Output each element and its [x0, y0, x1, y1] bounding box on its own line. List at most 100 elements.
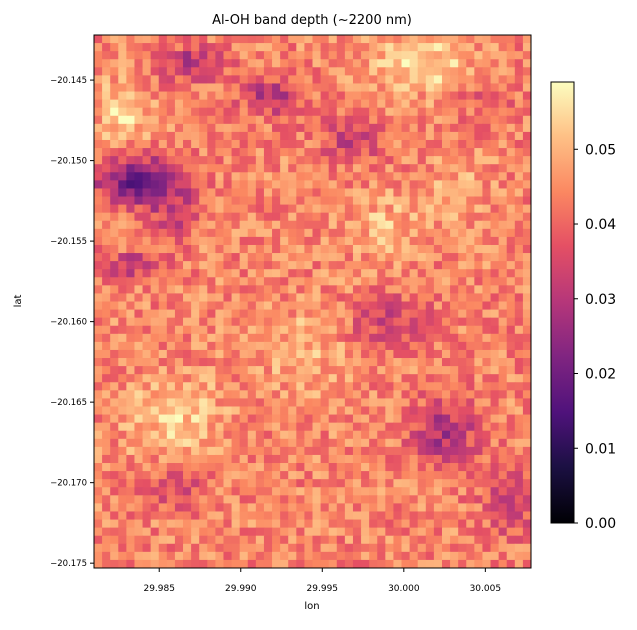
heatmap-cell — [352, 454, 362, 464]
heatmap-cell — [474, 244, 484, 254]
heatmap-cell — [482, 67, 492, 76]
heatmap-cell — [522, 204, 531, 214]
heatmap-cell — [409, 83, 419, 93]
heatmap-cell — [466, 196, 475, 206]
heatmap-cell — [280, 559, 289, 568]
heatmap-cell — [369, 212, 378, 222]
heatmap-cell — [490, 519, 500, 529]
heatmap-cell — [183, 333, 192, 343]
heatmap-cell — [296, 479, 305, 488]
heatmap-cell — [263, 551, 273, 561]
heatmap-cell — [150, 559, 160, 568]
heatmap-cell — [166, 309, 176, 319]
heatmap-cell — [118, 487, 127, 496]
heatmap-cell — [166, 349, 176, 359]
heatmap-cell — [247, 438, 257, 448]
heatmap-cell — [498, 261, 508, 270]
heatmap-cell — [312, 559, 322, 568]
heatmap-cell — [126, 220, 136, 230]
heatmap-cell — [272, 317, 281, 327]
heatmap-cell — [482, 551, 492, 561]
heatmap-cell — [328, 406, 338, 416]
heatmap-cell — [498, 196, 508, 206]
heatmap-cell — [263, 59, 273, 68]
heatmap-cell — [215, 422, 225, 432]
heatmap-cell — [150, 446, 160, 456]
heatmap-cell — [231, 325, 241, 335]
heatmap-cell — [215, 67, 225, 76]
heatmap-cell — [474, 220, 484, 230]
heatmap-cell — [474, 236, 484, 246]
heatmap-cell — [288, 107, 297, 117]
heatmap-cell — [150, 67, 160, 76]
heatmap-cell — [199, 398, 208, 408]
heatmap-cell — [336, 390, 346, 400]
heatmap-cell — [328, 188, 338, 198]
heatmap-cell — [425, 148, 435, 157]
heatmap-cell — [320, 293, 330, 303]
heatmap-cell — [158, 366, 168, 375]
heatmap-cell — [215, 204, 225, 214]
heatmap-cell — [199, 164, 208, 173]
heatmap-cell — [102, 446, 111, 456]
heatmap-cell — [466, 374, 475, 383]
heatmap-cell — [223, 204, 233, 214]
heatmap-cell — [280, 325, 289, 335]
heatmap-cell — [433, 51, 443, 60]
heatmap-cell — [255, 269, 265, 278]
heatmap-cell — [255, 398, 265, 408]
heatmap-cell — [191, 341, 200, 351]
heatmap-cell — [142, 325, 152, 335]
heatmap-cell — [506, 317, 516, 327]
heatmap-cell — [296, 382, 305, 391]
heatmap-cell — [94, 325, 103, 335]
heatmap-cell — [369, 196, 378, 206]
heatmap-cell — [183, 220, 192, 230]
heatmap-cell — [94, 366, 103, 375]
heatmap-cell — [150, 422, 160, 432]
heatmap-cell — [393, 148, 403, 157]
heatmap-cell — [450, 503, 459, 513]
heatmap-cell — [441, 333, 451, 343]
heatmap-cell — [126, 495, 136, 504]
heatmap-cell — [361, 333, 370, 343]
heatmap-cell — [417, 261, 427, 270]
heatmap-cell — [514, 430, 524, 440]
heatmap-cell — [361, 83, 370, 93]
heatmap-cell — [450, 148, 459, 157]
heatmap-cell — [247, 212, 257, 222]
heatmap-cell — [255, 349, 265, 359]
heatmap-cell — [506, 479, 516, 488]
heatmap-cell — [361, 164, 370, 173]
heatmap-cell — [207, 228, 216, 238]
heatmap-cell — [466, 253, 475, 262]
heatmap-cell — [126, 293, 136, 303]
heatmap-cell — [150, 236, 160, 246]
heatmap-cell — [377, 358, 386, 367]
heatmap-cell — [134, 366, 144, 375]
heatmap-cell — [498, 244, 508, 254]
heatmap-cell — [522, 374, 531, 383]
heatmap-cell — [158, 261, 168, 270]
heatmap-cell — [247, 535, 257, 545]
heatmap-cell — [450, 479, 459, 488]
heatmap-cell — [466, 559, 475, 568]
heatmap-cell — [102, 51, 111, 60]
heatmap-cell — [450, 75, 459, 85]
heatmap-cell — [110, 317, 119, 327]
heatmap-cell — [174, 75, 184, 85]
heatmap-cell — [482, 463, 492, 472]
heatmap-cell — [304, 172, 314, 181]
heatmap-cell — [312, 107, 322, 117]
heatmap-cell — [425, 422, 435, 432]
heatmap-cell — [433, 398, 443, 408]
heatmap-cell — [336, 301, 346, 311]
heatmap-cell — [174, 422, 184, 432]
heatmap-cell — [215, 131, 225, 141]
heatmap-cell — [417, 503, 427, 513]
heatmap-cell — [320, 156, 330, 165]
heatmap-cell — [288, 35, 297, 44]
heatmap-cell — [441, 317, 451, 327]
heatmap-cell — [263, 107, 273, 117]
heatmap-cell — [417, 156, 427, 165]
